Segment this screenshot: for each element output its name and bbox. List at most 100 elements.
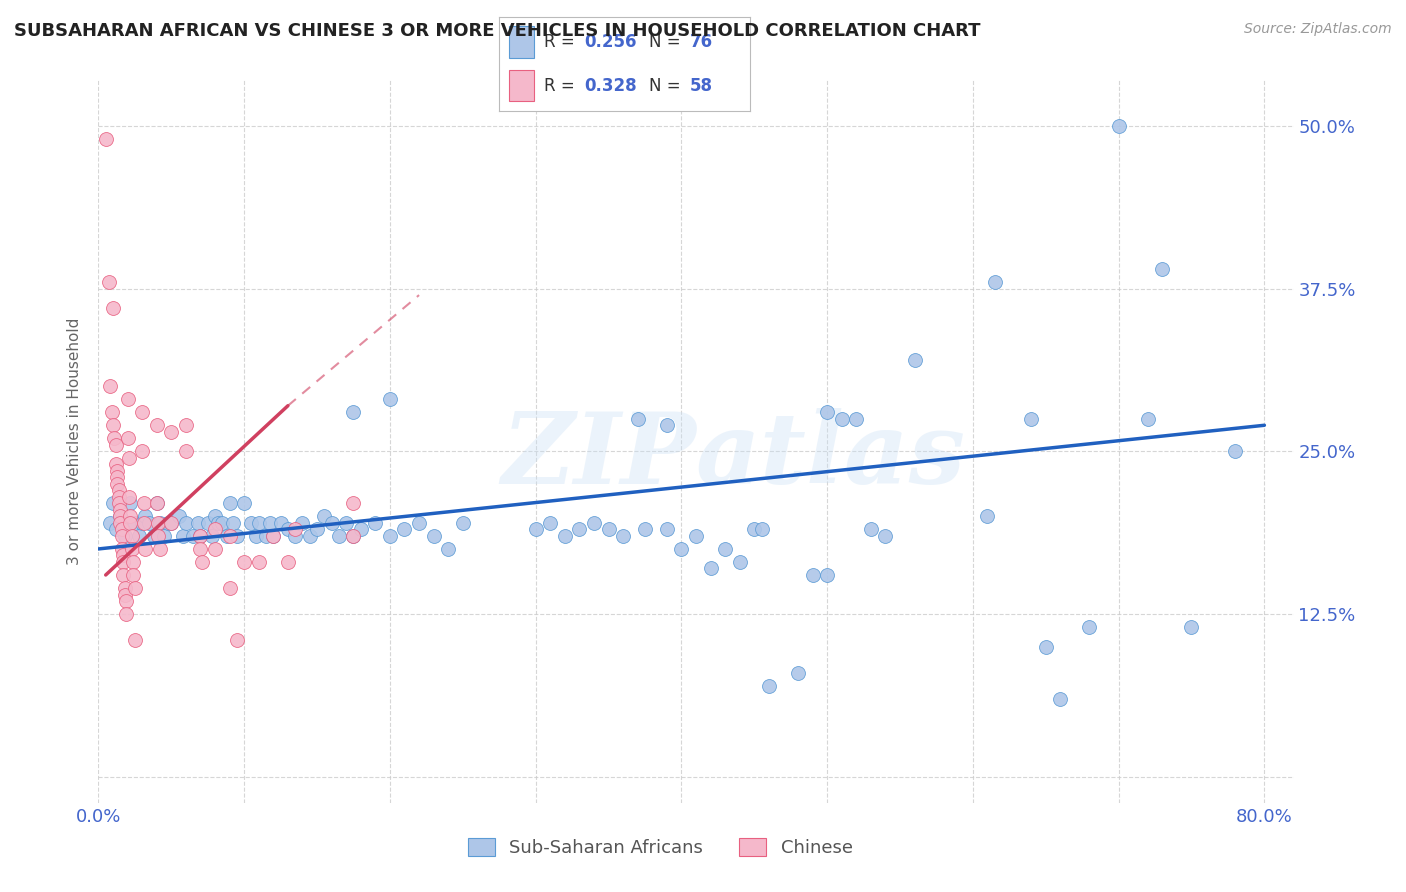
Point xyxy=(132,516,155,530)
Point xyxy=(174,516,197,530)
Point xyxy=(122,568,145,582)
Point xyxy=(787,665,810,680)
Point xyxy=(215,529,238,543)
Point xyxy=(758,679,780,693)
Point xyxy=(240,516,263,530)
Point xyxy=(97,275,120,289)
Point xyxy=(101,496,124,510)
Point xyxy=(284,523,307,537)
Point xyxy=(1136,411,1159,425)
Point xyxy=(1078,620,1101,634)
Point xyxy=(110,516,132,530)
Point xyxy=(984,275,1007,289)
Point xyxy=(108,496,131,510)
Point xyxy=(181,529,204,543)
Text: N =: N = xyxy=(650,33,686,52)
Point xyxy=(115,594,138,608)
Point xyxy=(120,516,142,530)
Point xyxy=(134,541,156,556)
Point xyxy=(111,523,134,537)
Point xyxy=(115,607,138,621)
Point xyxy=(524,523,547,537)
Point xyxy=(233,496,256,510)
Point xyxy=(538,516,561,530)
Point xyxy=(364,516,387,530)
Point xyxy=(131,405,153,419)
Point xyxy=(207,516,229,530)
Point xyxy=(218,529,240,543)
Legend: Sub-Saharan Africans, Chinese: Sub-Saharan Africans, Chinese xyxy=(458,829,862,866)
Point xyxy=(262,529,284,543)
Point xyxy=(1108,119,1130,133)
FancyBboxPatch shape xyxy=(509,27,534,58)
Point xyxy=(104,438,127,452)
Point xyxy=(114,581,136,595)
Point xyxy=(167,509,190,524)
Point xyxy=(160,516,183,530)
Point xyxy=(117,431,139,445)
Point xyxy=(831,411,853,425)
Point xyxy=(270,516,292,530)
Point xyxy=(245,529,267,543)
Point xyxy=(437,541,460,556)
Point xyxy=(259,516,281,530)
Text: N =: N = xyxy=(650,77,686,95)
Point xyxy=(742,523,765,537)
Point xyxy=(801,568,824,582)
Point xyxy=(105,470,128,484)
Point xyxy=(875,529,897,543)
Point xyxy=(218,496,240,510)
Point xyxy=(634,523,657,537)
Point xyxy=(94,132,117,146)
Point xyxy=(751,523,773,537)
Text: SUBSAHARAN AFRICAN VS CHINESE 3 OR MORE VEHICLES IN HOUSEHOLD CORRELATION CHART: SUBSAHARAN AFRICAN VS CHINESE 3 OR MORE … xyxy=(14,22,980,40)
Point xyxy=(103,431,125,445)
Point xyxy=(728,555,751,569)
Point xyxy=(859,523,882,537)
Point xyxy=(1035,640,1057,654)
Point xyxy=(612,529,634,543)
Point xyxy=(124,516,146,530)
Point xyxy=(157,516,180,530)
Point xyxy=(117,516,139,530)
Point xyxy=(714,541,737,556)
FancyBboxPatch shape xyxy=(509,70,534,102)
Point xyxy=(160,425,183,439)
Point xyxy=(903,353,925,368)
Point xyxy=(328,529,350,543)
Point xyxy=(233,555,256,569)
Point xyxy=(148,529,170,543)
Point xyxy=(247,516,270,530)
Point xyxy=(142,529,165,543)
Point xyxy=(314,509,336,524)
Text: 58: 58 xyxy=(689,77,713,95)
Point xyxy=(342,529,364,543)
Point xyxy=(204,523,226,537)
Point xyxy=(247,555,270,569)
Point xyxy=(197,516,219,530)
Point xyxy=(131,516,153,530)
Point xyxy=(108,490,131,504)
Point xyxy=(218,581,240,595)
Point xyxy=(298,529,321,543)
Point xyxy=(149,541,172,556)
Point xyxy=(110,509,132,524)
Point xyxy=(111,529,134,543)
Point xyxy=(124,581,146,595)
Point xyxy=(191,555,214,569)
Point xyxy=(342,496,364,510)
Point xyxy=(112,549,135,563)
Point xyxy=(262,529,284,543)
Point xyxy=(342,405,364,419)
Point xyxy=(225,529,247,543)
Point xyxy=(422,529,444,543)
Point xyxy=(976,509,998,524)
Point xyxy=(378,392,401,407)
Text: atlas: atlas xyxy=(696,408,966,504)
Point xyxy=(124,633,146,648)
Point xyxy=(1049,691,1071,706)
Text: Source: ZipAtlas.com: Source: ZipAtlas.com xyxy=(1244,22,1392,37)
Point xyxy=(153,529,176,543)
Point xyxy=(815,568,838,582)
Point xyxy=(671,541,693,556)
